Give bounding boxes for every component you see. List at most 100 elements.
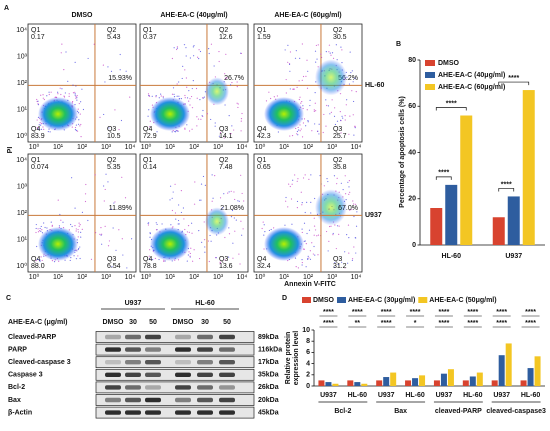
event-dot [161, 223, 163, 225]
event-dot [37, 231, 40, 233]
event-dot [193, 55, 195, 57]
event-dot [313, 225, 316, 227]
blot-band [175, 385, 191, 390]
protein-label: PARP [8, 346, 27, 353]
event-dot [203, 239, 206, 241]
event-dot [325, 125, 327, 127]
event-dot [351, 70, 353, 72]
event-dot [180, 98, 182, 100]
event-dot [120, 119, 123, 122]
event-dot [306, 232, 308, 235]
bar [534, 356, 541, 386]
event-dot [67, 80, 69, 82]
event-dot [305, 125, 307, 127]
event-dot [333, 266, 335, 268]
event-dot [191, 232, 193, 234]
x-axis-label: Annexin V-FITC [284, 281, 336, 288]
bar [445, 184, 458, 245]
apoptosis-percent: 67.0% [338, 205, 358, 212]
x-tick-label: 10¹ [279, 144, 290, 151]
event-dot [297, 178, 299, 180]
blot-band [175, 360, 191, 365]
event-dot [215, 257, 217, 259]
event-dot [349, 115, 351, 117]
event-dot [72, 92, 75, 94]
event-dot [236, 85, 238, 88]
event-dot [330, 225, 332, 227]
blot-band [145, 360, 161, 365]
blot-band [105, 360, 121, 365]
event-dot [164, 260, 166, 262]
event-dot [149, 258, 151, 260]
event-dot [158, 258, 160, 261]
quadrant-value: 0.37 [143, 34, 157, 41]
bar [522, 90, 535, 245]
quadrant-name: Q2 [219, 27, 228, 34]
event-dot [191, 222, 193, 224]
event-dot [268, 91, 270, 93]
blot-band [105, 372, 121, 377]
event-dot [184, 69, 186, 71]
event-dot [199, 50, 202, 53]
event-dot [71, 225, 73, 228]
blot-band [145, 372, 161, 377]
apoptosis-percent: 15.93% [108, 75, 132, 82]
bar [462, 380, 469, 386]
event-dot [349, 51, 351, 53]
bar [376, 380, 383, 386]
bar [505, 343, 512, 386]
event-dot [353, 203, 355, 205]
event-dot [178, 204, 180, 206]
event-dot [225, 77, 227, 79]
event-dot [299, 130, 301, 132]
event-dot [155, 222, 157, 224]
event-dot [325, 99, 327, 101]
event-dot [43, 222, 45, 224]
event-dot [207, 240, 210, 242]
event-dot [301, 136, 304, 138]
event-dot [70, 223, 72, 226]
event-dot [194, 181, 196, 183]
event-dot [285, 200, 287, 202]
quadrant-value: 5.43 [107, 34, 121, 41]
y-tick-label: 80 [408, 57, 416, 64]
significance-label: **** [438, 320, 449, 327]
event-dot [176, 95, 178, 97]
event-dot [112, 227, 114, 229]
x-tick-label: 10⁴ [237, 274, 248, 281]
event-dot [75, 85, 77, 87]
event-dot [347, 181, 349, 183]
event-dot [35, 231, 37, 234]
event-dot [339, 93, 342, 95]
event-dot [110, 70, 113, 72]
quadrant-name: Q4 [31, 256, 40, 263]
event-dot [234, 198, 236, 201]
event-dot [241, 112, 243, 115]
blot-band [145, 410, 161, 415]
x-tick-label: HL-60 [405, 392, 425, 399]
event-dot [344, 115, 346, 117]
x-tick-label: 10¹ [165, 144, 176, 151]
event-dot [322, 131, 324, 134]
blot-band [125, 360, 141, 365]
quadrant-name: Q1 [31, 157, 40, 164]
event-dot [174, 130, 176, 133]
event-dot [226, 77, 228, 79]
event-dot [147, 224, 150, 226]
event-dot [331, 52, 334, 54]
significance-label: **** [525, 309, 536, 316]
event-dot [240, 130, 242, 132]
event-dot [40, 230, 42, 232]
legend-label: AHE-EA-C (30μg/ml) [348, 297, 415, 304]
significance-label: **** [496, 309, 507, 316]
event-dot [346, 234, 348, 236]
event-dot [204, 184, 206, 187]
quadrant-value: 31.2 [333, 263, 347, 270]
event-dot [288, 183, 290, 185]
blot-band [105, 347, 121, 352]
event-dot [149, 232, 151, 234]
event-dot [341, 49, 343, 51]
event-dot [294, 174, 296, 176]
event-dot [301, 261, 303, 264]
event-dot [75, 129, 78, 132]
